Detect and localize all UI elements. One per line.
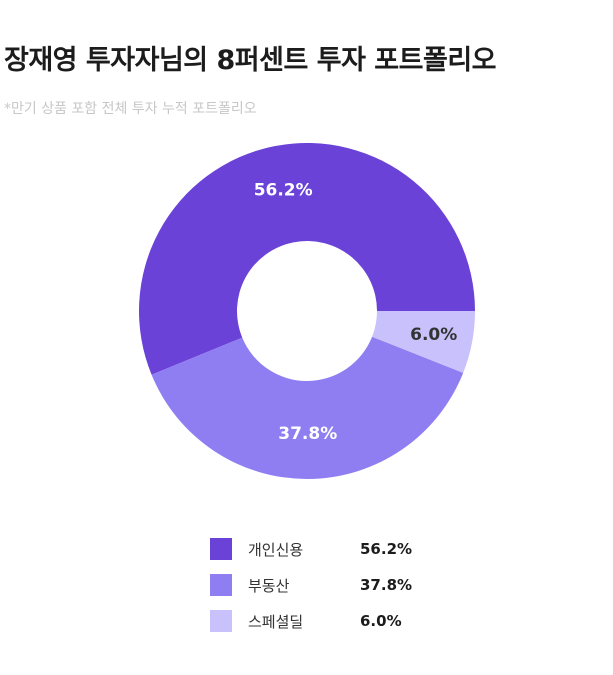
legend-item-special-deal: 스페셜딜 6.0% [210,608,412,634]
legend-swatch [210,610,232,632]
legend-item-real-estate: 부동산 37.8% [210,572,412,598]
slice-real-estate [151,336,464,480]
legend-label: 부동산 [248,576,290,595]
slices-group [139,142,475,480]
legend-item-personal-credit: 개인신용 56.2% [210,536,412,562]
slice-special-deal [372,311,475,373]
legend-label: 스페셜딜 [248,612,304,631]
legend-value: 37.8% [360,576,413,594]
legend-swatch [210,538,232,560]
chart-title: 장재영 투자자님의 8퍼센트 투자 포트폴리오 [4,45,497,76]
data-labels-group: 56.2% 37.8% 6.0% [254,180,458,444]
legend-swatch [210,574,232,596]
data-label-real-estate: 37.8% [278,424,337,444]
data-label-personal-credit: 56.2% [254,180,313,200]
chart-subtitle: *만기 상품 포함 전체 투자 누적 포트폴리오 [4,101,257,117]
slice-personal-credit [139,142,475,375]
legend-value: 56.2% [360,540,413,558]
legend-label: 개인신용 [248,540,304,559]
data-label-special-deal: 6.0% [410,325,457,345]
legend: 개인신용 56.2% 부동산 37.8% 스페셜딜 6.0% [210,536,412,644]
legend-value: 6.0% [360,612,402,630]
